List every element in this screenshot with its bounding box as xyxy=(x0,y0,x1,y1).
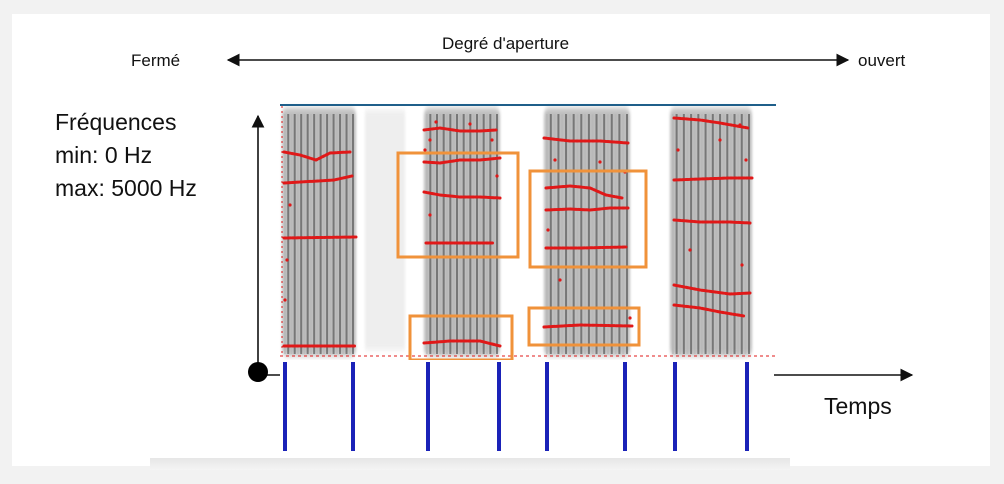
highlight-box-epsilon-upper xyxy=(528,169,648,269)
track-ep-4 xyxy=(544,245,628,250)
band-epsilon xyxy=(544,108,630,356)
frequency-title: Fréquences xyxy=(55,109,177,135)
highlight-box-e-upper xyxy=(396,151,520,259)
formant-dot xyxy=(718,138,722,142)
spectrogram-bands xyxy=(282,108,752,356)
track-a-1 xyxy=(672,116,750,130)
segment-strip xyxy=(280,360,774,452)
highlight-boxes xyxy=(396,151,648,362)
formant-dot xyxy=(468,122,472,126)
formant-dot xyxy=(285,258,289,262)
track-e-2 xyxy=(422,156,502,165)
segment-boundaries xyxy=(283,362,749,451)
formant-dot xyxy=(628,316,632,320)
track-a-5 xyxy=(672,303,746,318)
formant-dot xyxy=(546,228,550,232)
track-i-3 xyxy=(282,235,358,240)
formant-dot xyxy=(558,278,562,282)
track-a-3 xyxy=(672,218,752,225)
track-ep-1 xyxy=(542,136,630,145)
track-a-4 xyxy=(672,283,752,296)
frequency-min-label: min: 0 Hz xyxy=(55,142,153,168)
formant-dot xyxy=(423,148,427,152)
frequency-max-label: max: 5000 Hz xyxy=(55,175,197,201)
track-ep-2 xyxy=(544,184,624,200)
track-ep-3 xyxy=(544,206,630,212)
track-a-2 xyxy=(672,176,754,182)
formant-dot xyxy=(288,203,292,207)
formant-dot xyxy=(495,174,499,178)
formant-dot xyxy=(738,123,742,127)
formant-dot xyxy=(428,213,432,217)
formant-dot xyxy=(490,138,494,142)
band-e xyxy=(424,108,500,356)
track-i-2 xyxy=(282,174,354,185)
formant-dot xyxy=(676,148,680,152)
card-shadow xyxy=(150,458,790,470)
formant-dot xyxy=(598,160,602,164)
track-ep-5 xyxy=(542,323,634,329)
highlight-box-epsilon-lower xyxy=(527,306,641,347)
band-a xyxy=(670,108,752,356)
time-label: Temps xyxy=(824,393,892,419)
closed-label: Fermé xyxy=(131,51,181,70)
band-i xyxy=(282,108,356,356)
formant-tracks xyxy=(282,116,754,348)
formant-dot xyxy=(434,120,438,124)
formant-dot xyxy=(283,298,287,302)
aperture-title: Degré d'aperture xyxy=(442,34,570,53)
track-i-1 xyxy=(282,150,352,162)
formant-dot xyxy=(553,158,557,162)
formant-dot xyxy=(740,263,744,267)
track-e-3 xyxy=(422,190,502,200)
track-e-1 xyxy=(422,126,498,133)
origin-dot xyxy=(248,362,268,382)
open-label: ouvert xyxy=(858,51,906,70)
formant-dot xyxy=(688,248,692,252)
formant-dot xyxy=(428,138,432,142)
formant-dot xyxy=(744,158,748,162)
track-e-5 xyxy=(422,339,502,348)
